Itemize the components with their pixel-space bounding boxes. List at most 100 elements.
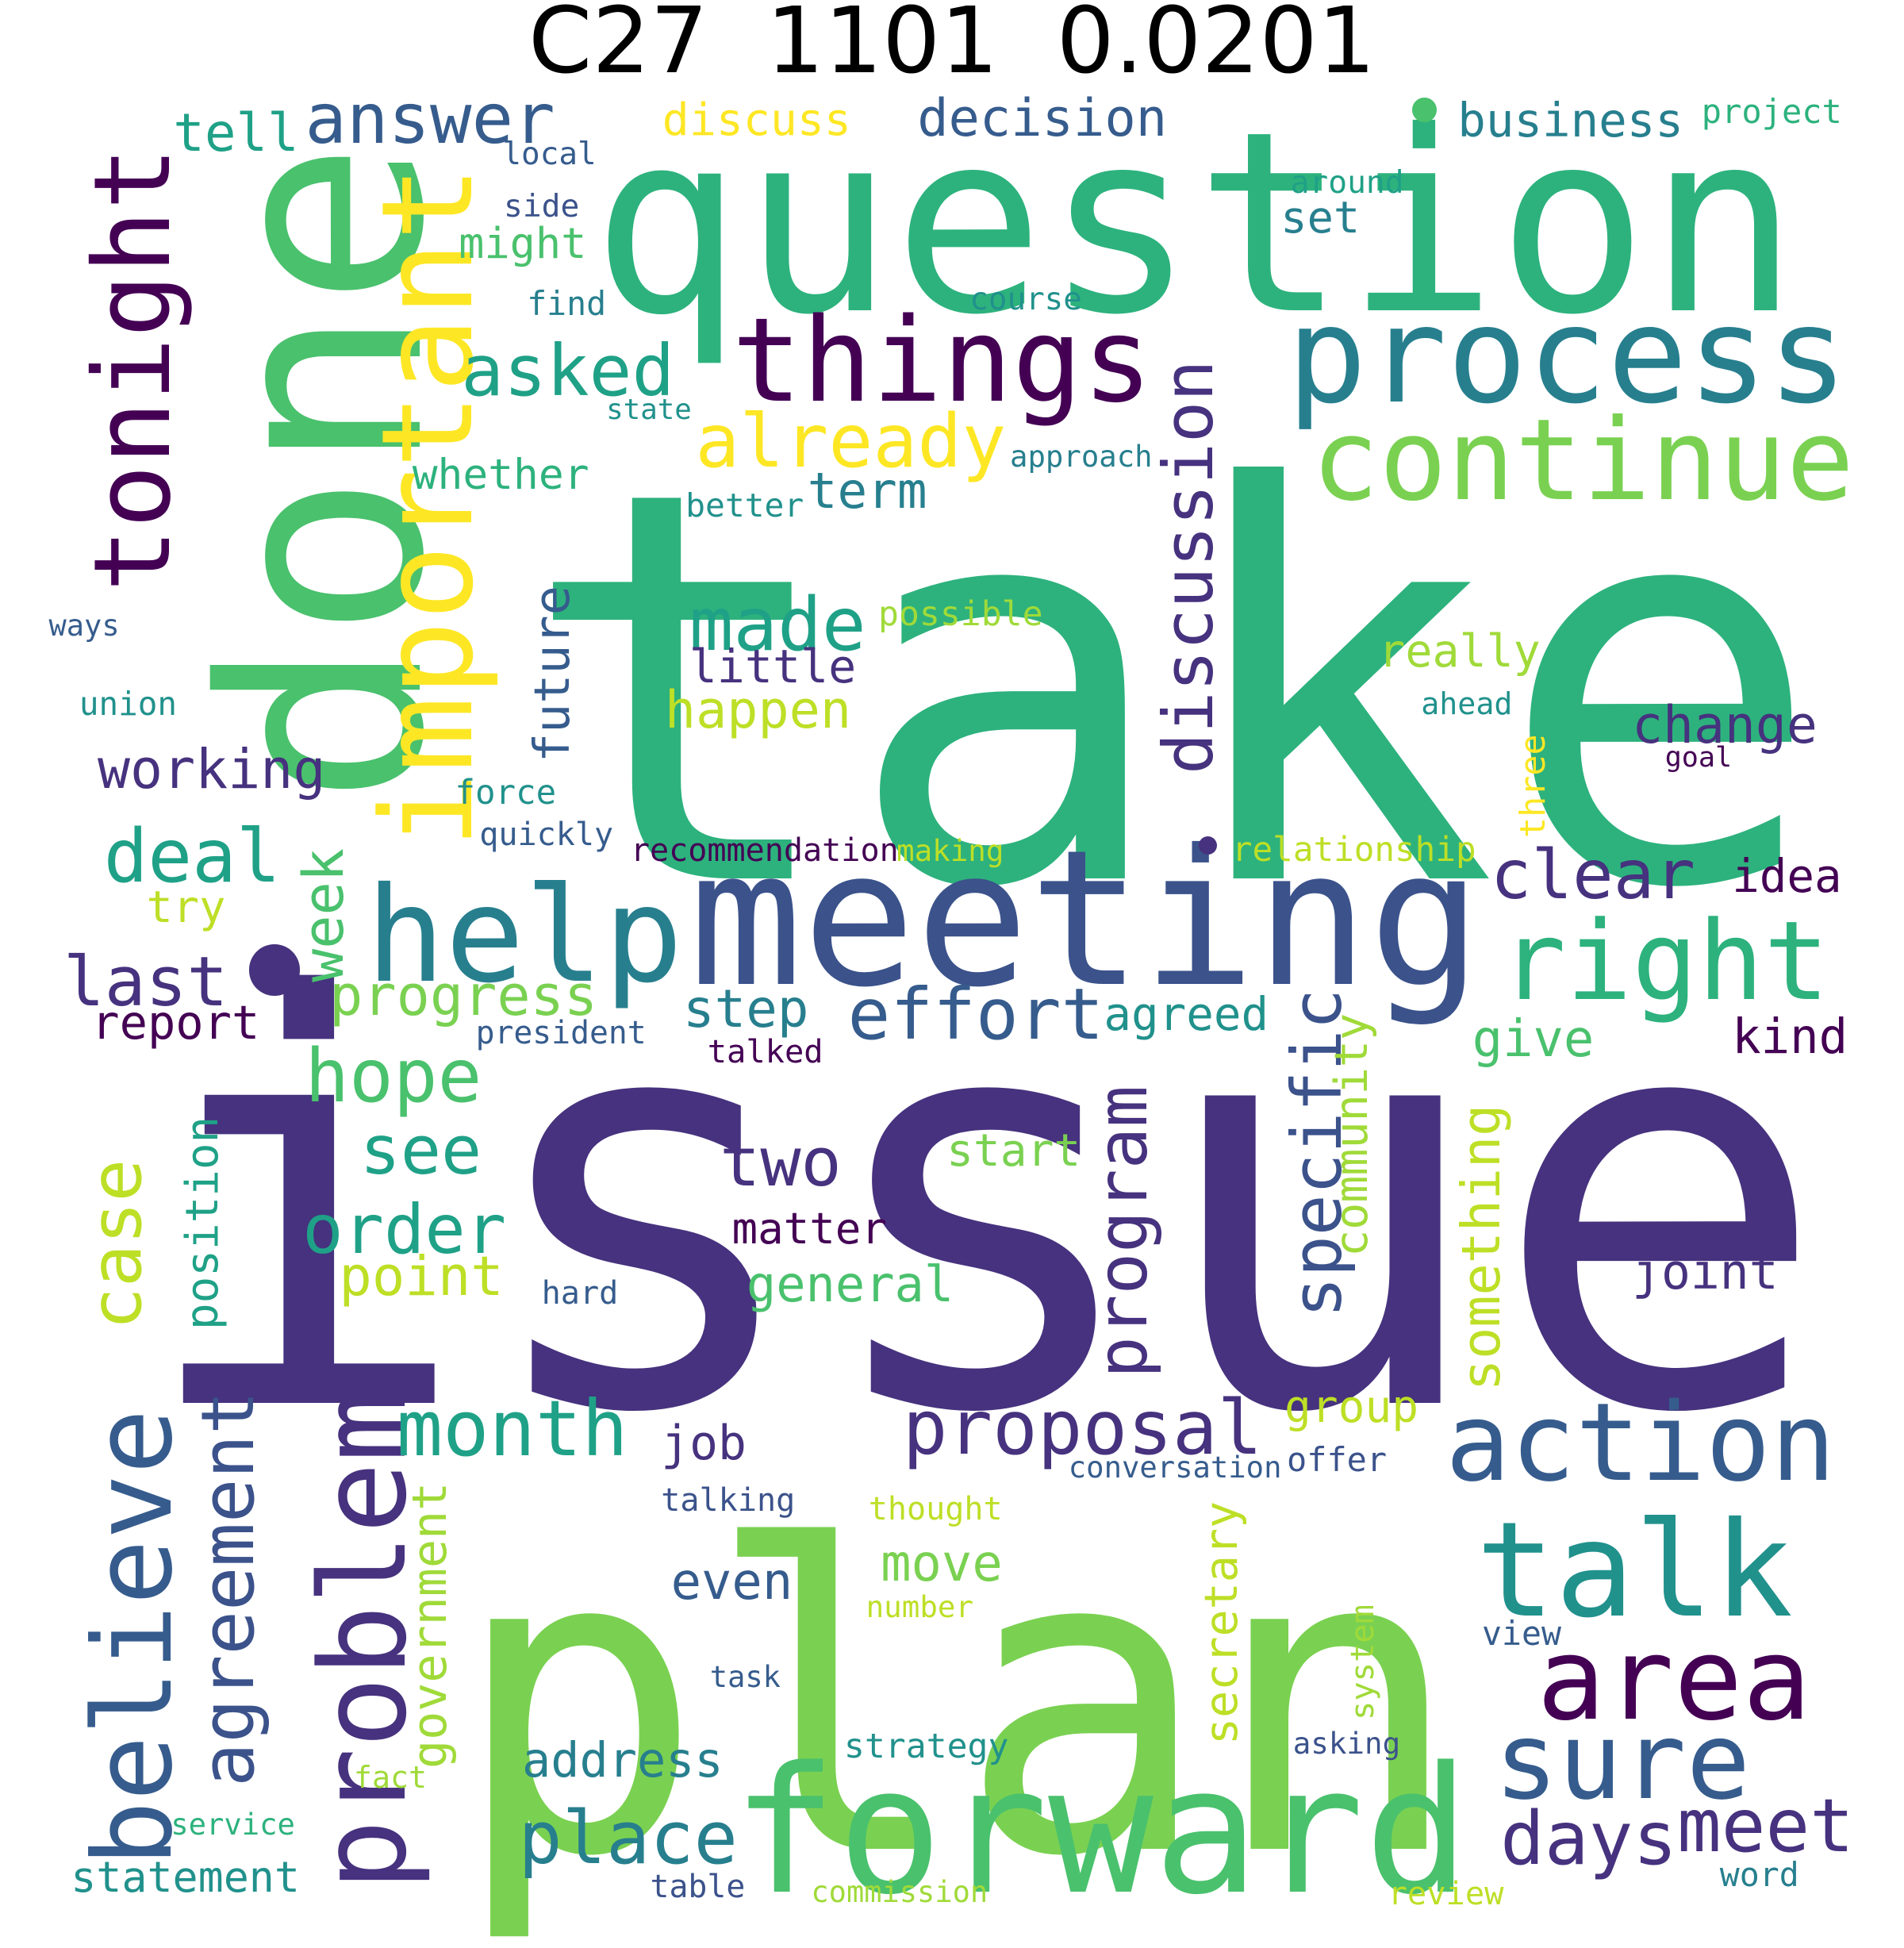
word-something: something xyxy=(1449,1104,1512,1391)
word-course: course xyxy=(969,281,1082,317)
word-area: area xyxy=(1537,1613,1811,1746)
word-place: place xyxy=(518,1796,739,1881)
word-little: little xyxy=(689,640,857,694)
word-plan: plan xyxy=(451,1458,1464,1948)
word-system: system xyxy=(1342,1604,1381,1720)
word-secretary: secretary xyxy=(1195,1500,1248,1745)
word-making: making xyxy=(896,833,1004,868)
word-three: three xyxy=(1514,734,1553,839)
word-table: table xyxy=(650,1868,746,1905)
word-question: question xyxy=(591,77,1799,370)
word-kind: kind xyxy=(1732,1009,1848,1065)
word-believe: believe xyxy=(70,1408,197,1867)
word-conversation: conversation xyxy=(1068,1449,1282,1485)
dot-mark xyxy=(1412,98,1438,122)
word-try: try xyxy=(146,882,226,933)
word-ahead: ahead xyxy=(1421,686,1513,722)
page-title: C27 1101 0.0201 xyxy=(528,0,1376,94)
word-two: two xyxy=(720,1124,842,1203)
word-ways: ways xyxy=(48,608,120,643)
word-commission: commission xyxy=(811,1874,988,1909)
word-progress: progress xyxy=(329,962,598,1028)
word-tonight: tonight xyxy=(71,146,194,592)
word-report: report xyxy=(91,995,260,1050)
word-case: case xyxy=(75,1158,159,1330)
word-program: program xyxy=(1081,1085,1163,1379)
word-decision: decision xyxy=(917,87,1168,148)
word-meet: meet xyxy=(1677,1783,1854,1869)
word-president: president xyxy=(475,1014,647,1051)
word-job: job xyxy=(661,1416,747,1471)
word-week: week xyxy=(291,847,357,982)
word-service: service xyxy=(171,1807,295,1842)
word-task: task xyxy=(709,1660,781,1695)
word-set: set xyxy=(1280,192,1361,244)
word-point: point xyxy=(339,1244,504,1308)
word-thought: thought xyxy=(868,1491,1003,1528)
word-local: local xyxy=(502,136,597,172)
word-word: word xyxy=(1719,1855,1799,1895)
word-side: side xyxy=(504,187,580,225)
word-force: force xyxy=(455,772,557,812)
word-start: start xyxy=(946,1125,1081,1178)
word-discussion: discussion xyxy=(1149,359,1230,775)
word-strategy: strategy xyxy=(843,1726,1009,1766)
word-proposal: proposal xyxy=(902,1385,1263,1473)
word-business: business xyxy=(1457,92,1683,148)
word-quickly: quickly xyxy=(479,816,614,853)
word-position: position xyxy=(176,1116,228,1330)
word-asking: asking xyxy=(1292,1726,1401,1762)
word-even: even xyxy=(670,1553,793,1612)
word-action: action xyxy=(1445,1381,1836,1507)
word-right: right xyxy=(1500,897,1830,1025)
word-things: things xyxy=(731,293,1153,429)
word-group: group xyxy=(1284,1381,1419,1434)
word-recommendation: recommendation xyxy=(630,832,899,869)
word-government: government xyxy=(402,1482,459,1769)
word-order: order xyxy=(302,1190,507,1270)
word-see: see xyxy=(359,1111,482,1190)
word-possible: possible xyxy=(878,594,1043,634)
word-deal: deal xyxy=(103,813,281,899)
dot-mark xyxy=(1198,836,1217,855)
word-process: process xyxy=(1287,278,1848,434)
word-made: made xyxy=(689,581,866,667)
word-matter: matter xyxy=(731,1203,887,1254)
word-offer: offer xyxy=(1287,1440,1388,1480)
word-discuss: discuss xyxy=(662,94,851,146)
word-state: state xyxy=(606,393,692,426)
word-take: take xyxy=(518,375,1824,1007)
word-statement: statement xyxy=(71,1853,300,1903)
dot-mark xyxy=(248,944,301,996)
word-whether: whether xyxy=(412,450,589,499)
word-hope: hope xyxy=(305,1032,482,1119)
word-joint: joint xyxy=(1632,1244,1779,1301)
word-forward: forward xyxy=(731,1729,1470,1934)
word-talked: talked xyxy=(707,1032,823,1071)
word-step: step xyxy=(683,978,809,1039)
word-fact: fact xyxy=(353,1759,428,1796)
word-issue: issue xyxy=(134,881,1830,1537)
word-change: change xyxy=(1632,696,1818,755)
word-around: around xyxy=(1290,164,1404,202)
word-future: future xyxy=(523,586,581,763)
word-hard: hard xyxy=(541,1274,619,1312)
word-relationship: relationship xyxy=(1231,829,1476,870)
word-talking: talking xyxy=(661,1482,796,1520)
word-approach: approach xyxy=(1010,439,1153,475)
word-project: project xyxy=(1701,92,1842,132)
word-general: general xyxy=(746,1254,954,1313)
word-asked: asked xyxy=(461,329,675,413)
word-address: address xyxy=(522,1732,724,1789)
word-days: days xyxy=(1500,1795,1678,1881)
word-meeting: meeting xyxy=(689,809,1482,1029)
word-continue: continue xyxy=(1311,394,1855,526)
word-move: move xyxy=(881,1535,1003,1593)
word-term: term xyxy=(807,462,927,520)
word-goal: goal xyxy=(1664,741,1733,774)
word-tell: tell xyxy=(173,102,299,163)
word-really: really xyxy=(1378,624,1541,678)
word-month: month xyxy=(396,1384,628,1473)
word-review: review xyxy=(1388,1874,1504,1913)
word-cloud: take issue plan question done meeting forward h… xyxy=(48,77,1855,1919)
